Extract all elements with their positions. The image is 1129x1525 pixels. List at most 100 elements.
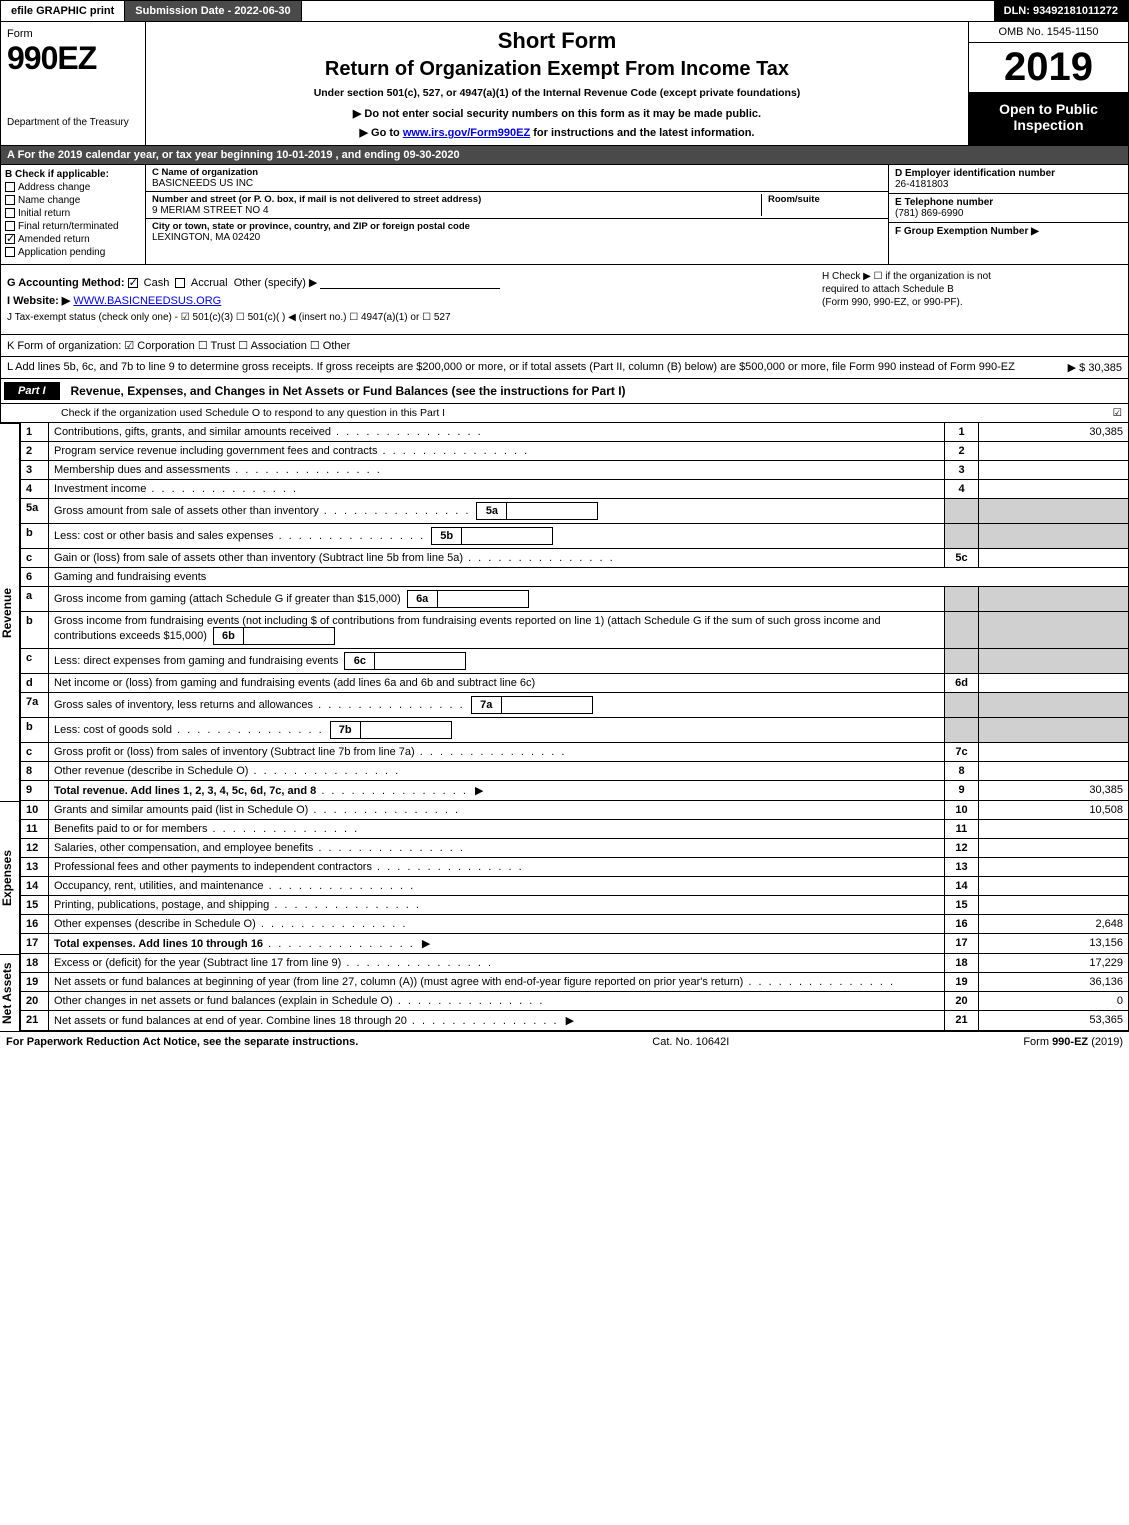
city-cell: City or town, state or province, country… bbox=[146, 219, 888, 245]
goto-pre: ▶ Go to bbox=[360, 127, 403, 139]
part-1-title: Revenue, Expenses, and Changes in Net As… bbox=[63, 380, 1128, 402]
chk-accrual[interactable] bbox=[175, 278, 185, 288]
line-17: 17Total expenses. Add lines 10 through 1… bbox=[21, 934, 1129, 954]
entity-block: B Check if applicable: Address change Na… bbox=[0, 165, 1129, 265]
line-6: 6Gaming and fundraising events bbox=[21, 568, 1129, 587]
phone-cell: E Telephone number (781) 869-6990 bbox=[889, 194, 1128, 223]
org-name-label: C Name of organization bbox=[152, 167, 882, 178]
open-to-public: Open to Public Inspection bbox=[969, 93, 1128, 145]
chk-initial-return[interactable]: Initial return bbox=[5, 208, 141, 219]
line-7a: 7aGross sales of inventory, less returns… bbox=[21, 693, 1129, 718]
header-left: Form 990EZ Department of the Treasury bbox=[1, 22, 146, 145]
chk-name-change[interactable]: Name change bbox=[5, 195, 141, 206]
part-1-check-text: Check if the organization used Schedule … bbox=[61, 407, 445, 419]
submission-date-tab: Submission Date - 2022-06-30 bbox=[125, 1, 301, 21]
omb-number: OMB No. 1545-1150 bbox=[969, 22, 1128, 43]
other-specify-blank[interactable] bbox=[320, 277, 500, 289]
street-value: 9 MERIAM STREET NO 4 bbox=[152, 205, 755, 216]
line-9: 9Total revenue. Add lines 1, 2, 3, 4, 5c… bbox=[21, 781, 1129, 801]
form-header: Form 990EZ Department of the Treasury Sh… bbox=[0, 22, 1129, 146]
col-def: D Employer identification number 26-4181… bbox=[888, 165, 1128, 264]
form-number: 990EZ bbox=[7, 40, 139, 77]
topbar-spacer bbox=[302, 1, 994, 21]
group-exemption-label: F Group Exemption Number ▶ bbox=[895, 226, 1039, 237]
title-main: Return of Organization Exempt From Incom… bbox=[156, 58, 958, 81]
line-6c: cLess: direct expenses from gaming and f… bbox=[21, 649, 1129, 674]
line-6a: aGross income from gaming (attach Schedu… bbox=[21, 587, 1129, 612]
line-5c: cGain or (loss) from sale of assets othe… bbox=[21, 549, 1129, 568]
part-1-header: Part I Revenue, Expenses, and Changes in… bbox=[0, 379, 1129, 404]
chk-amended-return[interactable]: Amended return bbox=[5, 234, 141, 245]
top-bar: efile GRAPHIC print Submission Date - 20… bbox=[0, 0, 1129, 22]
line-1: 1Contributions, gifts, grants, and simil… bbox=[21, 423, 1129, 442]
line-10: 10Grants and similar amounts paid (list … bbox=[21, 801, 1129, 820]
col-b-checkboxes: B Check if applicable: Address change Na… bbox=[1, 165, 146, 264]
header-center: Short Form Return of Organization Exempt… bbox=[146, 22, 968, 145]
net-assets-group: Net Assets 18Excess or (deficit) for the… bbox=[0, 954, 1129, 1031]
col-b-header: B Check if applicable: bbox=[5, 169, 141, 180]
ein-cell: D Employer identification number 26-4181… bbox=[889, 165, 1128, 194]
website-link[interactable]: WWW.BASICNEEDSUS.ORG bbox=[73, 295, 221, 307]
irs-link[interactable]: www.irs.gov/Form990EZ bbox=[403, 127, 530, 139]
part-1-badge: Part I bbox=[4, 382, 60, 400]
tax-year: 2019 bbox=[969, 43, 1128, 93]
city-label: City or town, state or province, country… bbox=[152, 221, 882, 232]
line-15: 15Printing, publications, postage, and s… bbox=[21, 896, 1129, 915]
line-16: 16Other expenses (describe in Schedule O… bbox=[21, 915, 1129, 934]
expenses-side-label: Expenses bbox=[0, 801, 20, 954]
line-7b: bLess: cost of goods sold7b bbox=[21, 718, 1129, 743]
chk-address-change[interactable]: Address change bbox=[5, 182, 141, 193]
line-20: 20Other changes in net assets or fund ba… bbox=[21, 992, 1129, 1011]
h-note: H Check ▶ ☐ if the organization is not r… bbox=[822, 271, 1122, 310]
k-row: K Form of organization: ☑ Corporation ☐ … bbox=[0, 335, 1129, 357]
l-amount: ▶ $ 30,385 bbox=[1068, 361, 1122, 374]
line-18: 18Excess or (deficit) for the year (Subt… bbox=[21, 954, 1129, 973]
street-cell: Number and street (or P. O. box, if mail… bbox=[146, 192, 888, 219]
efile-tab[interactable]: efile GRAPHIC print bbox=[1, 1, 125, 21]
line-7c: cGross profit or (loss) from sales of in… bbox=[21, 743, 1129, 762]
org-name-value: BASICNEEDS US INC bbox=[152, 178, 882, 189]
j-line: J Tax-exempt status (check only one) - ☑… bbox=[7, 312, 1122, 323]
phone-label: E Telephone number bbox=[895, 197, 1122, 208]
line-5a: 5aGross amount from sale of assets other… bbox=[21, 499, 1129, 524]
i-label: I Website: ▶ bbox=[7, 295, 70, 307]
g-label: G Accounting Method: bbox=[7, 277, 125, 289]
expenses-table: 10Grants and similar amounts paid (list … bbox=[20, 801, 1129, 954]
chk-application-pending[interactable]: Application pending bbox=[5, 247, 141, 258]
org-name-cell: C Name of organization BASICNEEDS US INC bbox=[146, 165, 888, 192]
line-12: 12Salaries, other compensation, and empl… bbox=[21, 839, 1129, 858]
revenue-group: Revenue 1Contributions, gifts, grants, a… bbox=[0, 423, 1129, 801]
h-line1: H Check ▶ ☐ if the organization is not bbox=[822, 271, 1122, 282]
phone-value: (781) 869-6990 bbox=[895, 208, 1122, 219]
line-19: 19Net assets or fund balances at beginni… bbox=[21, 973, 1129, 992]
title-goto: ▶ Go to www.irs.gov/Form990EZ for instru… bbox=[156, 126, 958, 139]
line-4: 4Investment income4 bbox=[21, 480, 1129, 499]
footer-right: Form 990-EZ (2019) bbox=[1023, 1036, 1123, 1048]
l-row: L Add lines 5b, 6c, and 7b to line 9 to … bbox=[0, 357, 1129, 379]
title-warn: ▶ Do not enter social security numbers o… bbox=[156, 107, 958, 120]
dln-label: DLN: 93492181011272 bbox=[994, 1, 1128, 21]
footer-mid: Cat. No. 10642I bbox=[652, 1036, 729, 1048]
ein-label: D Employer identification number bbox=[895, 168, 1122, 179]
chk-final-return[interactable]: Final return/terminated bbox=[5, 221, 141, 232]
line-5b: bLess: cost or other basis and sales exp… bbox=[21, 524, 1129, 549]
dept-line: Department of the Treasury bbox=[7, 117, 139, 128]
line-3: 3Membership dues and assessments3 bbox=[21, 461, 1129, 480]
line-11: 11Benefits paid to or for members11 bbox=[21, 820, 1129, 839]
net-assets-table: 18Excess or (deficit) for the year (Subt… bbox=[20, 954, 1129, 1031]
revenue-side-label: Revenue bbox=[0, 423, 20, 801]
row-a-tax-year: A For the 2019 calendar year, or tax yea… bbox=[0, 146, 1129, 165]
ghij-block: H Check ▶ ☐ if the organization is not r… bbox=[0, 265, 1129, 335]
expenses-group: Expenses 10Grants and similar amounts pa… bbox=[0, 801, 1129, 954]
l-text: L Add lines 5b, 6c, and 7b to line 9 to … bbox=[7, 361, 1015, 374]
line-21: 21Net assets or fund balances at end of … bbox=[21, 1011, 1129, 1031]
header-right: OMB No. 1545-1150 2019 Open to Public In… bbox=[968, 22, 1128, 145]
street-label: Number and street (or P. O. box, if mail… bbox=[152, 194, 755, 205]
chk-cash[interactable] bbox=[128, 278, 138, 288]
city-value: LEXINGTON, MA 02420 bbox=[152, 232, 882, 243]
page-footer: For Paperwork Reduction Act Notice, see … bbox=[0, 1031, 1129, 1052]
line-6b: bGross income from fundraising events (n… bbox=[21, 612, 1129, 649]
goto-post: for instructions and the latest informat… bbox=[530, 127, 754, 139]
part-1-check-row: Check if the organization used Schedule … bbox=[0, 404, 1129, 423]
part-1-check-mark: ☑ bbox=[1113, 407, 1122, 419]
